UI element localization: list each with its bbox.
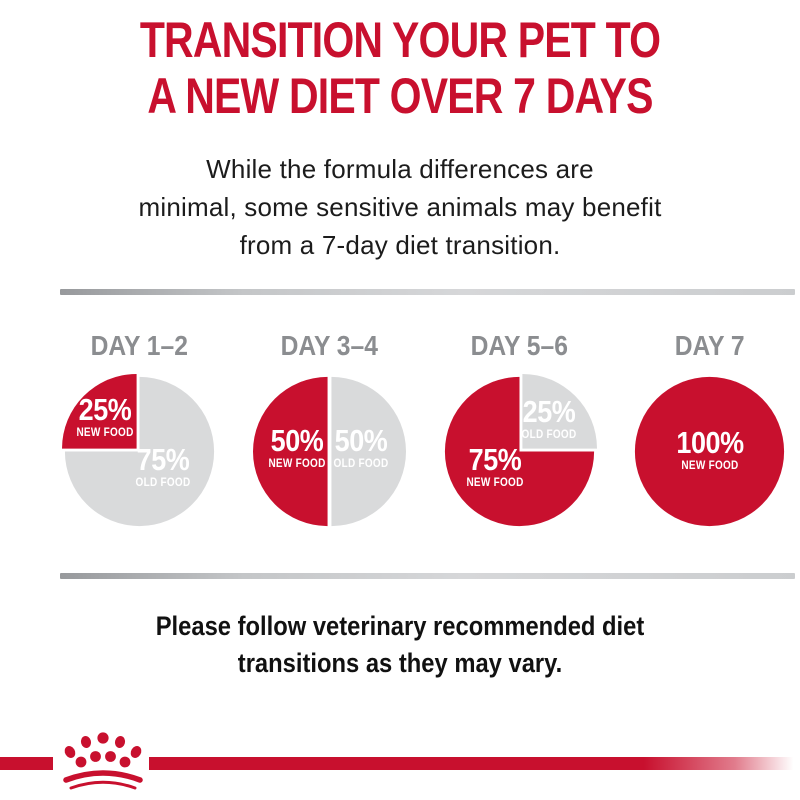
pie-column-day-3-4: DAY 3–4 50% NEW FOOD 50% OLD FOOD bbox=[252, 330, 407, 529]
day-label-5-6: DAY 5–6 bbox=[470, 330, 569, 361]
pie-percentage: 50% bbox=[334, 423, 387, 459]
pie-value-label-new-food: 75% NEW FOOD bbox=[466, 442, 524, 489]
pie-percentage: 100% bbox=[675, 424, 744, 460]
pie-slice-name: NEW FOOD bbox=[680, 459, 739, 472]
brand-band-right bbox=[149, 757, 800, 770]
day-label-7: DAY 7 bbox=[674, 330, 745, 361]
subtitle-line-1: While the formula differences are bbox=[206, 154, 594, 184]
pie-slice-new-food bbox=[634, 376, 785, 527]
pie-slice-name: NEW FOOD bbox=[268, 458, 326, 471]
pie-chart-day-1-2: 25% NEW FOOD 75% OLD FOOD bbox=[62, 374, 217, 529]
pie-column-day-7: DAY 7 100% NEW FOOD bbox=[632, 330, 787, 529]
pie-percentage: 75% bbox=[136, 442, 190, 477]
pie-slice-old-food bbox=[331, 376, 407, 527]
pie-value-label-old-food: 75% OLD FOOD bbox=[135, 442, 191, 489]
pie-value-label-old-food: 50% OLD FOOD bbox=[333, 423, 388, 471]
pie-chart-day-5-6: 75% NEW FOOD 25% OLD FOOD bbox=[442, 374, 597, 529]
pie-slice-name: NEW FOOD bbox=[76, 427, 134, 440]
pie-chart-day-3-4: 50% NEW FOOD 50% OLD FOOD bbox=[252, 374, 407, 529]
title-line-2: A NEW DIET OVER 7 DAYS bbox=[147, 68, 653, 124]
page-title: TRANSITION YOUR PET TO A NEW DIET OVER 7… bbox=[72, 12, 728, 124]
title-line-1: TRANSITION YOUR PET TO bbox=[139, 12, 661, 68]
pie-chart-day-7: 100% NEW FOOD bbox=[632, 374, 787, 529]
pie-percentage: 75% bbox=[468, 442, 522, 477]
subtitle: While the formula differences are minima… bbox=[0, 150, 800, 264]
pie-slice-name: OLD FOOD bbox=[333, 458, 388, 471]
footnote-line-1: Please follow veterinary recommended die… bbox=[155, 611, 645, 641]
pie-svg bbox=[62, 374, 215, 527]
subtitle-line-3: from a 7-day diet transition. bbox=[239, 230, 561, 260]
pie-svg bbox=[252, 376, 407, 527]
pie-value-label-new-food: 100% NEW FOOD bbox=[675, 424, 744, 472]
footnote-line-2: transitions as they may vary. bbox=[237, 648, 563, 678]
pie-slice-new-food bbox=[252, 376, 328, 527]
pie-slice-new-food bbox=[62, 374, 137, 449]
transition-pies-row: DAY 1–2 25% NEW FOOD 75% OLD FOOD DAY 3–… bbox=[62, 330, 787, 529]
pie-slice-name: OLD FOOD bbox=[135, 477, 191, 489]
pie-value-label-new-food: 50% NEW FOOD bbox=[268, 423, 326, 471]
pie-value-label-old-food: 25% OLD FOOD bbox=[521, 393, 577, 441]
pie-percentage: 25% bbox=[79, 392, 132, 428]
pie-slice-name: NEW FOOD bbox=[466, 477, 524, 489]
pie-slice-new-food bbox=[444, 376, 595, 527]
pie-svg bbox=[444, 374, 597, 527]
day-label-3-4: DAY 3–4 bbox=[280, 330, 379, 361]
pie-slice-name: OLD FOOD bbox=[521, 428, 577, 441]
divider-bottom bbox=[60, 573, 795, 579]
pie-slice-old-food bbox=[522, 374, 597, 449]
pie-value-label-new-food: 25% NEW FOOD bbox=[76, 392, 134, 440]
pie-percentage: 50% bbox=[270, 423, 324, 459]
footnote: Please follow veterinary recommended die… bbox=[48, 608, 752, 682]
pie-svg bbox=[634, 376, 785, 527]
pie-slice-old-food bbox=[64, 376, 215, 527]
day-label-1-2: DAY 1–2 bbox=[90, 330, 189, 361]
pie-percentage: 25% bbox=[522, 393, 576, 429]
pie-column-day-5-6: DAY 5–6 75% NEW FOOD 25% OLD FOOD bbox=[442, 330, 597, 529]
divider-top bbox=[60, 289, 795, 295]
subtitle-line-2: minimal, some sensitive animals may bene… bbox=[138, 192, 662, 222]
brand-band-left bbox=[0, 757, 53, 770]
royal-canin-crown-icon bbox=[63, 732, 143, 790]
pie-column-day-1-2: DAY 1–2 25% NEW FOOD 75% OLD FOOD bbox=[62, 330, 217, 529]
